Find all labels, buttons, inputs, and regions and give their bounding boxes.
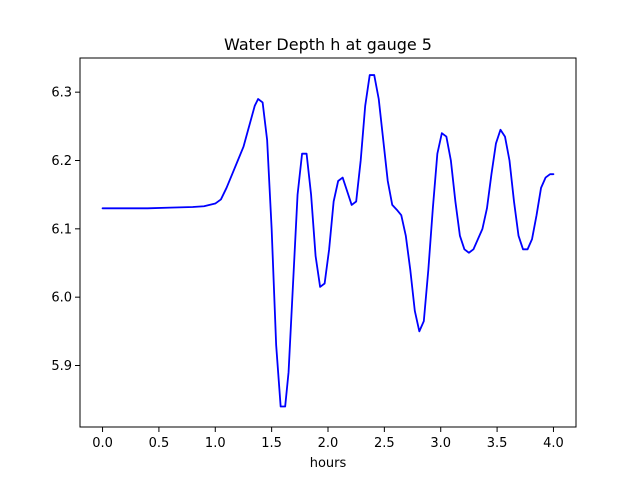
x-tick-label: 1.5 [261, 436, 282, 451]
y-tick-label: 6.2 [51, 154, 72, 169]
x-axis-ticks: 0.0 0.5 1.0 1.5 2.0 2.5 3.0 3.5 4.0 [92, 427, 564, 451]
y-tick-label: 5.9 [51, 359, 72, 374]
chart-title: Water Depth h at gauge 5 [224, 35, 432, 54]
series-line [101, 74, 555, 408]
x-tick-label: 3.5 [487, 436, 508, 451]
y-tick-label: 6.1 [51, 222, 72, 237]
y-tick-label: 6.0 [51, 291, 72, 306]
x-tick-label: 0.5 [149, 436, 170, 451]
x-tick-label: 0.0 [92, 436, 113, 451]
x-tick-label: 2.5 [374, 436, 395, 451]
x-tick-label: 3.0 [430, 436, 451, 451]
x-tick-label: 4.0 [543, 436, 564, 451]
y-tick-label: 6.3 [51, 86, 72, 101]
y-axis-ticks: 5.9 6.0 6.1 6.2 6.3 [51, 86, 80, 374]
x-tick-label: 1.0 [205, 436, 226, 451]
x-tick-label: 2.0 [318, 436, 339, 451]
x-axis-label: hours [310, 456, 347, 471]
